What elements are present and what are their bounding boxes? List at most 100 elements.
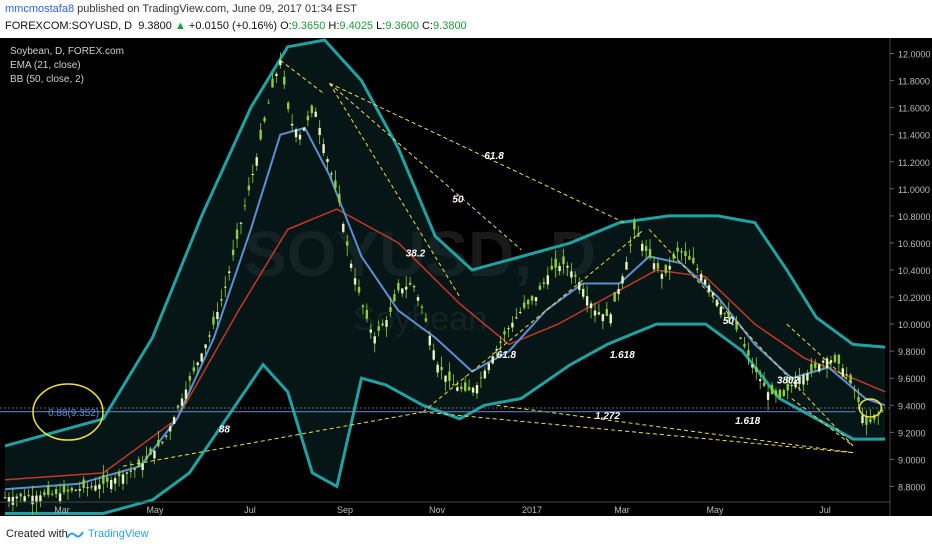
candle-body (487, 363, 490, 371)
legend-bb[interactable]: BB (50, close, 2) (10, 74, 84, 85)
candle-body (90, 486, 93, 488)
symbol-label: FOREXCOM:SOYUSD, D (5, 20, 133, 32)
candle-body (314, 111, 317, 117)
author-link[interactable]: mmcmostafa8 (5, 3, 75, 15)
fib-line (791, 398, 854, 447)
candle-body (129, 470, 133, 472)
fib-label: 61.8 (484, 151, 504, 162)
x-tick-label: Jul (244, 505, 256, 515)
candle-body (751, 364, 754, 368)
candle-body (11, 496, 15, 505)
x-axis[interactable]: Mar May Jul Sep Nov 2017 Mar May Jul (0, 501, 890, 515)
y-tick-label: 9.0000 (898, 455, 926, 465)
bollinger-bands (4, 38, 886, 515)
candle-body (853, 389, 856, 391)
price-chart[interactable]: SOYUSD, D Soybean 61.85038.28861.81.6181… (0, 38, 932, 516)
candle-body (660, 274, 664, 279)
bb-basis-line (4, 208, 886, 481)
candle-body (416, 297, 420, 301)
candle-body (66, 489, 70, 492)
fib-label: 1.618 (735, 416, 760, 427)
annotation-circle-right (858, 398, 883, 418)
candle-body (814, 362, 817, 368)
candle-body (432, 350, 435, 360)
candle-body (247, 185, 251, 191)
candle-body (216, 311, 219, 320)
legend-ema[interactable]: EMA (21, close) (10, 60, 81, 71)
fib-label: 88 (219, 424, 231, 435)
candle-body (39, 495, 42, 502)
candle-body (298, 134, 302, 140)
low-label: L: (376, 20, 386, 32)
candle-body (526, 299, 530, 305)
candle-body (806, 373, 809, 381)
candle-body (825, 358, 829, 368)
y-tick-label: 9.2000 (898, 428, 926, 438)
candle-body (322, 144, 325, 154)
x-tick-label: May (706, 505, 724, 515)
candle-body (235, 229, 239, 239)
candle-body (605, 309, 608, 316)
candle-body (172, 417, 176, 424)
candle-body (98, 484, 101, 489)
candle-body (184, 389, 188, 399)
candle-body (153, 450, 156, 459)
candle-body (798, 376, 801, 384)
candle-body (346, 241, 349, 246)
candle-body (550, 265, 553, 270)
tradingview-brand[interactable]: TradingView (88, 528, 149, 540)
y-tick-label: 10.0000 (898, 320, 931, 330)
candle-body (770, 384, 774, 395)
fib-line (280, 59, 325, 95)
candle-body (558, 265, 561, 272)
candle-body (562, 256, 565, 265)
candle-body (629, 244, 632, 246)
close-value: 9.3800 (433, 20, 467, 32)
candle-body (582, 288, 585, 297)
candle-body (251, 173, 254, 176)
candle-body (349, 263, 353, 268)
candle-body (656, 263, 660, 269)
candle-body (121, 474, 125, 484)
candle-body (865, 416, 868, 425)
tradingview-logo-icon[interactable] (66, 528, 84, 546)
candle-body (149, 448, 152, 455)
fib-088-label: 0.88(9.352) (48, 408, 99, 419)
fib-label: 50 (452, 194, 464, 205)
candle-body (810, 363, 813, 372)
candle-body (762, 382, 766, 387)
candle-body (464, 382, 467, 391)
y-tick-label: 8.8000 (898, 482, 926, 492)
candle-body (499, 341, 502, 343)
legend-symbol: Soybean, D, FOREX.com (10, 46, 124, 57)
candle-body (609, 314, 612, 324)
candle-body (538, 285, 542, 290)
fib-label: 1.272 (595, 411, 620, 422)
fib-line (329, 82, 522, 251)
candle-body (829, 360, 833, 363)
candle-body (412, 286, 416, 288)
candle-body (574, 275, 577, 277)
candle-body (397, 282, 400, 291)
candle-body (338, 193, 341, 203)
candle-body (35, 495, 38, 503)
candle-body (125, 472, 129, 474)
y-axis[interactable]: 12.0000 11.8000 11.6000 11.4000 11.2000 11.00… (889, 38, 932, 516)
candle-body (47, 485, 50, 495)
candle-body (58, 493, 62, 502)
candle-body (845, 374, 848, 376)
candle-body (589, 303, 593, 309)
candle-body (483, 370, 487, 379)
y-tick-label: 11.2000 (898, 158, 930, 168)
candle-body (180, 398, 184, 406)
candle-body (133, 468, 136, 470)
candle-body (70, 487, 74, 491)
chart-area[interactable]: SOYUSD, D Soybean 61.85038.28861.81.6181… (0, 38, 932, 516)
fib-label: 38.2 (406, 248, 426, 259)
x-tick-label: May (146, 505, 164, 515)
candle-body (613, 292, 616, 302)
annotation-circle-left (32, 383, 104, 441)
candle-body (857, 396, 860, 402)
candle-body (279, 60, 282, 66)
candle-body (664, 264, 667, 274)
